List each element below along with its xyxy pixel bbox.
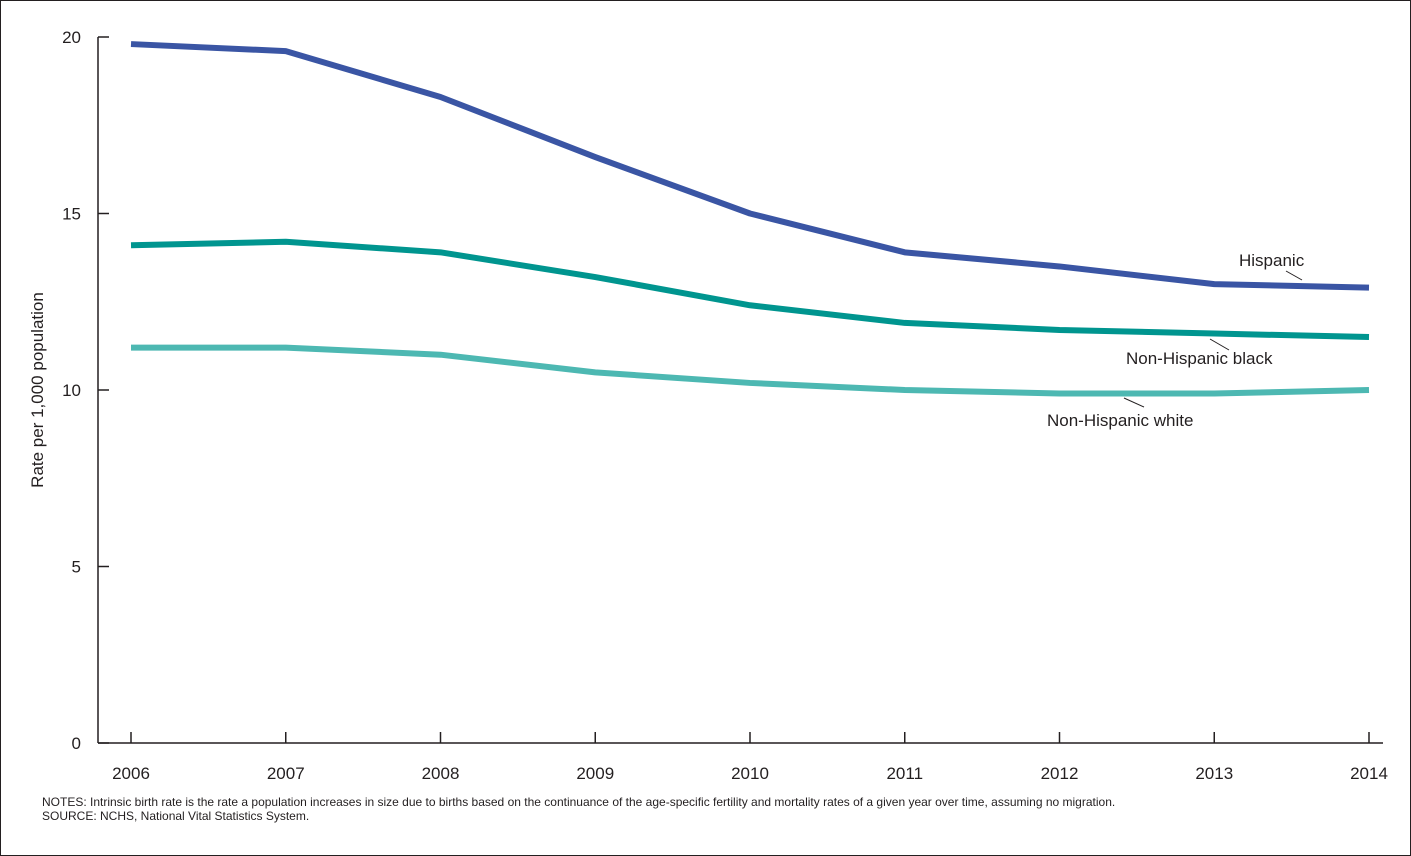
x-tick-label-2013: 2013: [1195, 764, 1233, 783]
x-tick-label-2011: 2011: [886, 764, 923, 783]
series-leader-non-hispanic-black: [1209, 338, 1230, 351]
x-tick-label-2009: 2009: [576, 764, 614, 783]
y-tick-label-10: 10: [62, 381, 81, 400]
series-label-non-hispanic-white: Non-Hispanic white: [1047, 411, 1193, 430]
series-line-hispanic: [130, 41, 1370, 291]
notes-text: NOTES: Intrinsic birth rate is the rate …: [42, 795, 1116, 809]
y-tick-label-0: 0: [72, 734, 81, 753]
x-tick-label-2010: 2010: [731, 764, 769, 783]
series-line-non-hispanic-black: [130, 238, 1370, 341]
x-tick-label-2008: 2008: [422, 764, 460, 783]
source-text: SOURCE: NCHS, National Vital Statistics …: [42, 809, 310, 823]
series-lines: [130, 41, 1370, 397]
footnotes: NOTES: Intrinsic birth rate is the rate …: [42, 795, 1392, 823]
series-leader-hispanic: [1285, 270, 1303, 281]
y-ticks: 0 5 10 15 20: [62, 28, 109, 753]
x-tick-label-2014: 2014: [1350, 764, 1388, 783]
series-label-hispanic: Hispanic: [1239, 251, 1305, 270]
series-labels: Hispanic Non-Hispanic black Non-Hispanic…: [1047, 251, 1305, 430]
x-tick-label-2006: 2006: [112, 764, 150, 783]
y-tick-label-15: 15: [62, 205, 81, 224]
y-tick-label-5: 5: [72, 558, 81, 577]
x-tick-label-2012: 2012: [1041, 764, 1079, 783]
series-leader-non-hispanic-white: [1123, 397, 1145, 408]
x-tick-label-2007: 2007: [267, 764, 305, 783]
series-line-non-hispanic-white: [131, 344, 1370, 397]
y-axis-title: Rate per 1,000 population: [28, 292, 47, 488]
series-label-non-hispanic-black: Non-Hispanic black: [1126, 349, 1273, 368]
axes: [97, 37, 1383, 744]
y-tick-label-20: 20: [62, 28, 81, 47]
x-ticks: 2006 2007 2008 2009 2010 2011 2012 2013 2014: [112, 732, 1388, 783]
